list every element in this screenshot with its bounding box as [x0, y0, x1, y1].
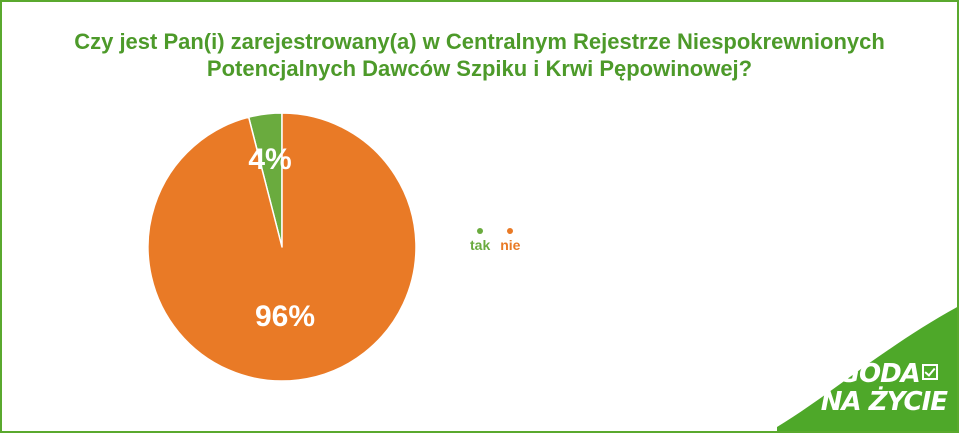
- logo-background-shape: [777, 307, 957, 431]
- legend-item-tak: tak: [470, 228, 490, 253]
- legend-swatch-nie: [507, 228, 514, 234]
- legend-swatch-tak: [477, 228, 484, 234]
- slice-label-nie: 96%: [255, 300, 315, 333]
- logo-text: ZGODA NA ŻYCIE: [820, 360, 948, 417]
- legend-item-nie: nie: [500, 228, 520, 253]
- chart-legend: tak nie: [470, 228, 520, 253]
- pie-slice-nie: [147, 112, 417, 382]
- legend-label-nie: nie: [500, 237, 521, 253]
- chart-title: Czy jest Pan(i) zarejestrowany(a) w Cent…: [74, 29, 885, 81]
- slice-label-tak: 4%: [248, 143, 291, 176]
- logo-line-1: ZGODA: [821, 360, 947, 388]
- logo-line-2: NA ŻYCIE: [820, 387, 948, 417]
- zgoda-na-zycie-logo: ZGODA NA ŻYCIE: [777, 305, 957, 431]
- legend-label-tak: tak: [470, 237, 491, 253]
- checkmark-icon: [921, 364, 938, 380]
